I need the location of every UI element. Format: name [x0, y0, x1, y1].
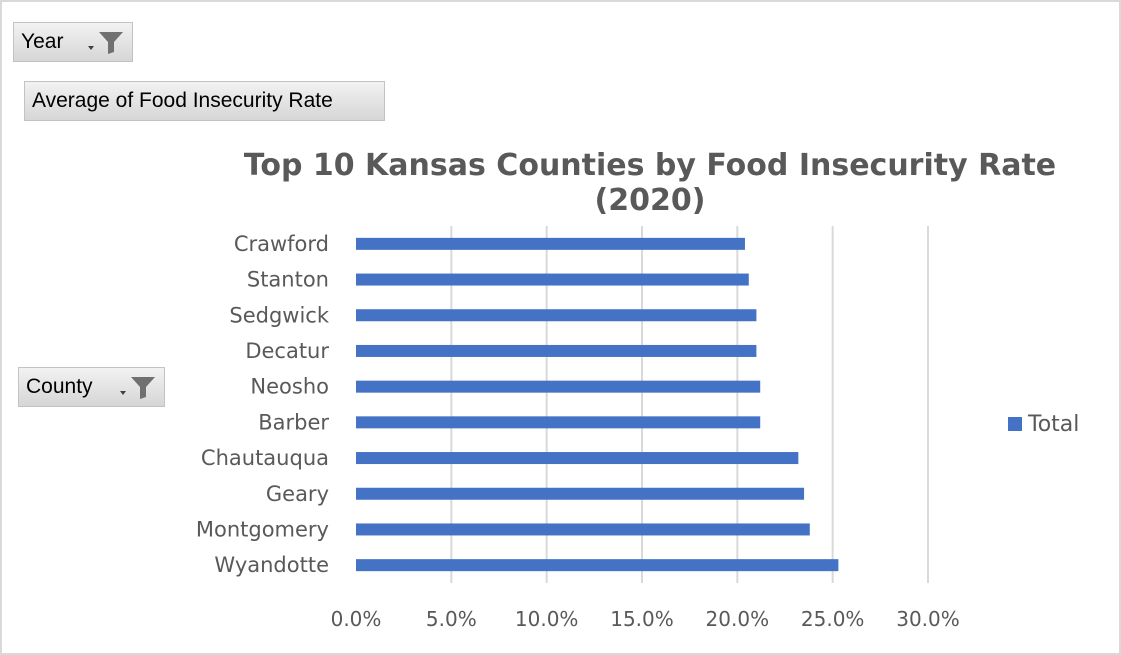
county-filter-button[interactable]: County — [18, 367, 165, 407]
category-label: Wyandotte — [214, 553, 329, 577]
category-label: Barber — [258, 410, 329, 434]
x-tick-label: 0.0% — [331, 607, 382, 631]
year-filter-label: Year — [21, 30, 64, 53]
bar — [356, 237, 745, 250]
chart-title: Top 10 Kansas Counties by Food Insecurit… — [243, 148, 1057, 218]
bar — [356, 487, 805, 500]
values-field-button[interactable]: Average of Food Insecurity Rate — [24, 81, 385, 121]
bar — [356, 309, 757, 322]
x-tick-label: 15.0% — [610, 607, 674, 631]
values-field-label: Average of Food Insecurity Rate — [32, 89, 333, 112]
bar — [356, 523, 810, 536]
filter-dropdown-icon[interactable] — [86, 28, 124, 56]
bar — [356, 559, 839, 572]
category-label: Neosho — [250, 375, 329, 399]
bar — [356, 452, 799, 465]
legend-swatch — [1008, 417, 1022, 431]
category-label: Crawford — [234, 232, 329, 256]
bar — [356, 273, 749, 286]
bar — [356, 380, 761, 393]
category-label: Geary — [266, 482, 329, 506]
x-tick-label: 30.0% — [896, 607, 960, 631]
x-tick-label: 5.0% — [426, 607, 477, 631]
bar — [356, 416, 761, 429]
county-filter-label: County — [26, 375, 93, 398]
x-tick-label: 25.0% — [801, 607, 865, 631]
category-label: Decatur — [245, 339, 329, 363]
legend-label: Total — [1027, 412, 1079, 437]
x-tick-label: 20.0% — [706, 607, 770, 631]
category-label: Stanton — [247, 268, 329, 292]
filter-dropdown-icon[interactable] — [118, 373, 156, 401]
bar — [356, 344, 757, 357]
category-label: Chautauqua — [201, 446, 329, 470]
category-label: Sedgwick — [229, 303, 329, 327]
x-tick-label: 10.0% — [515, 607, 579, 631]
category-label: Montgomery — [196, 517, 329, 541]
year-filter-button[interactable]: Year — [13, 22, 133, 62]
